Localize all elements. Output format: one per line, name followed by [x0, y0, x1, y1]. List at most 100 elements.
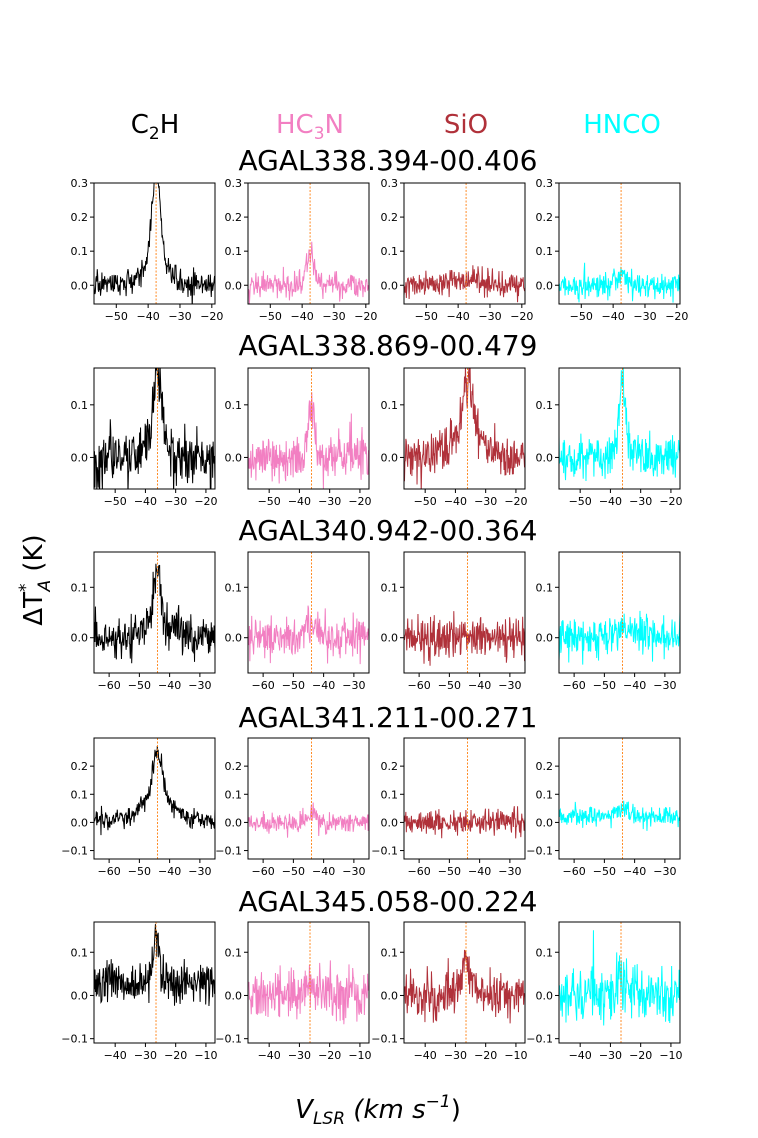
x-tick-label: −30 [134, 1049, 157, 1062]
y-tick-label: 0.2 [225, 211, 243, 224]
x-tick-label: −20 [348, 495, 371, 508]
x-tick-label: −60 [98, 679, 121, 692]
panel-frame [247, 182, 370, 305]
y-tick-label: 0.2 [225, 760, 243, 773]
y-tick-label: 0.1 [381, 581, 399, 594]
y-tick-label: 0.1 [71, 946, 89, 959]
y-tick-label: 0.0 [71, 632, 89, 645]
y-tick-label: 0.2 [71, 760, 89, 773]
y-tick-label: 0.0 [71, 989, 89, 1002]
x-tick-label: −30 [288, 1049, 311, 1062]
x-tick-label: −50 [414, 495, 437, 508]
x-tick-label: −30 [498, 865, 521, 878]
spectrum-panel-hc3n: −40 −30 −20 −10 −0.1 0.0 0.1 [215, 921, 372, 1062]
x-tick-label: −50 [593, 679, 616, 692]
y-tick-label: 0.1 [536, 581, 554, 594]
x-tick-label: −20 [200, 310, 223, 323]
y-tick-label: 0.0 [71, 279, 89, 292]
spectrum-panel-hnco: −50 −40 −30 −20 0.0 0.1 0.2 0.3 [536, 177, 689, 323]
x-tick-label: −20 [659, 495, 682, 508]
x-tick-label: −30 [188, 679, 211, 692]
x-tick-label: −40 [444, 495, 467, 508]
spectrum-line-hnco [559, 368, 680, 481]
panel-frame [93, 551, 216, 674]
column-headers: C2H HC3N SiO HNCO [131, 110, 661, 144]
x-tick-label: −30 [164, 495, 187, 508]
y-tick-label: 0.2 [536, 760, 554, 773]
y-tick-label: 0.1 [71, 581, 89, 594]
x-tick-label: −60 [252, 679, 275, 692]
y-tick-label: 0.0 [381, 451, 399, 464]
spectrum-line-hc3n [248, 605, 369, 665]
column-header-hc3n: HC3N [276, 110, 344, 144]
column-header-sio: SiO [444, 110, 488, 140]
x-tick-label: −20 [194, 495, 217, 508]
spectrum-line-sio [404, 368, 525, 489]
panel-frame [558, 921, 681, 1044]
x-tick-label: −20 [474, 1049, 497, 1062]
y-tick-label: 0.1 [225, 399, 243, 412]
y-axis-label: ΔT*A (K) [16, 534, 55, 625]
spectrum-panel-c2h: −60 −50 −40 −30 −0.1 0.0 0.1 0.2 [61, 737, 216, 878]
panel-frame [247, 921, 370, 1044]
x-tick-label: −40 [602, 310, 625, 323]
x-tick-label: −60 [563, 679, 586, 692]
x-tick-label: −30 [498, 679, 521, 692]
x-tick-label: −20 [504, 495, 527, 508]
panel-frame [93, 737, 216, 860]
x-tick-label: −50 [569, 495, 592, 508]
x-tick-label: −40 [312, 679, 335, 692]
x-tick-label: −50 [593, 865, 616, 878]
spectrum-line-c2h [94, 745, 215, 836]
spectrum-panel-hnco: −60 −50 −40 −30 −0.1 0.0 0.1 0.2 [526, 737, 681, 878]
x-tick-label: −50 [128, 679, 151, 692]
x-tick-label: −50 [415, 310, 438, 323]
x-tick-label: −10 [348, 1049, 371, 1062]
x-tick-label: −50 [259, 310, 282, 323]
spectrum-panel-c2h: −50 −40 −30 −20 0.0 0.1 0.2 0.3 [71, 177, 224, 323]
x-tick-label: −50 [438, 865, 461, 878]
x-axis-label: VLSR (km s−1) [295, 1092, 461, 1129]
row-title: AGAL338.394-00.406 [239, 144, 538, 177]
x-tick-label: −20 [629, 1049, 652, 1062]
y-tick-label: 0.0 [381, 816, 399, 829]
x-tick-label: −10 [504, 1049, 527, 1062]
spectrum-panel-hnco: −60 −50 −40 −30 0.0 0.1 [536, 551, 681, 692]
y-tick-label: 0.0 [536, 989, 554, 1002]
x-tick-label: −50 [128, 865, 151, 878]
spectrum-line-sio [404, 611, 525, 666]
y-tick-label: 0.0 [536, 816, 554, 829]
y-tick-label: 0.0 [225, 816, 243, 829]
panel-frame [403, 921, 526, 1044]
x-tick-label: −50 [104, 495, 127, 508]
y-tick-label: 0.1 [71, 245, 89, 258]
x-tick-label: −30 [318, 495, 341, 508]
x-tick-label: −40 [414, 1049, 437, 1062]
x-tick-label: −40 [288, 495, 311, 508]
x-tick-label: −60 [408, 679, 431, 692]
spectrum-panel-sio: −60 −50 −40 −30 0.0 0.1 [381, 551, 526, 692]
x-tick-label: −60 [563, 865, 586, 878]
y-tick-label: 0.2 [536, 211, 554, 224]
panel-frame [247, 737, 370, 860]
y-tick-label: −0.1 [215, 1033, 242, 1046]
x-tick-label: −20 [164, 1049, 187, 1062]
panel-frame [558, 737, 681, 860]
spectrum-line-hc3n [248, 392, 369, 489]
panel-frame [247, 551, 370, 674]
panel-frame [93, 921, 216, 1044]
y-tick-label: −0.1 [526, 845, 553, 858]
row-title: AGAL338.869-00.479 [239, 329, 538, 362]
panel-frame [558, 367, 681, 490]
x-tick-label: −30 [653, 679, 676, 692]
x-tick-label: −50 [438, 679, 461, 692]
y-tick-label: 0.1 [225, 788, 243, 801]
y-tick-label: 0.0 [225, 279, 243, 292]
x-tick-label: −40 [137, 310, 160, 323]
x-tick-label: −30 [444, 1049, 467, 1062]
spectrum-line-c2h [94, 924, 215, 1006]
spectrum-panel-sio: −50 −40 −30 −20 0.0 0.1 [381, 367, 528, 508]
x-tick-label: −40 [468, 679, 491, 692]
y-tick-label: 0.3 [71, 177, 89, 190]
panel-grid: AGAL338.394-00.406 −50 −40 −30 −20 0.0 0.1 0.2 0… [61, 144, 688, 1062]
